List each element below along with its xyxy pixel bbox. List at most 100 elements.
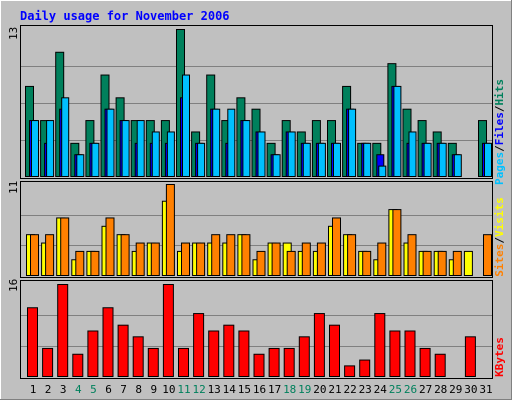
bar-pages-day-21 — [333, 142, 341, 178]
bar-kbytes-day-1 — [27, 307, 38, 377]
bar-pages-day-31 — [484, 142, 492, 178]
bar-pages-day-10 — [166, 131, 175, 177]
x-label-day-2: 2 — [45, 383, 52, 396]
bar-sites-day-20 — [316, 242, 326, 276]
bar-kbytes-day-27 — [419, 347, 431, 377]
bar-kbytes-day-24 — [374, 313, 386, 377]
bar-sites-day-10 — [165, 184, 175, 276]
bar-pages-day-16 — [257, 131, 266, 177]
legend-sep-2: / — [493, 105, 506, 112]
x-label-day-1: 1 — [30, 383, 37, 396]
bar-sites-day-21 — [332, 217, 341, 276]
bar-kbytes-day-13 — [208, 330, 220, 377]
x-label-day-22: 22 — [343, 383, 356, 396]
x-label-day-29: 29 — [449, 383, 462, 396]
bar-sites-day-24 — [377, 242, 387, 276]
x-label-day-11: 11 — [177, 383, 190, 396]
x-label-day-26: 26 — [404, 383, 417, 396]
bar-kbytes-day-20 — [313, 313, 325, 377]
bar-pages-day-4 — [76, 154, 85, 178]
x-label-day-25: 25 — [389, 383, 402, 396]
legend-kbytes: KBytes — [493, 337, 506, 377]
x-label-day-5: 5 — [90, 383, 97, 396]
ymax-label-middle: 11 — [7, 181, 20, 194]
bar-kbytes-day-14 — [223, 324, 235, 377]
bar-sites-day-16 — [256, 250, 266, 276]
panel-kbytes: 16 — [7, 279, 493, 379]
legend-top: Pages/Files/Hits — [493, 79, 506, 185]
bar-pages-day-8 — [136, 120, 145, 177]
bar-pages-day-22 — [348, 108, 357, 177]
bar-pages-day-28 — [438, 142, 447, 178]
bar-sites-day-3 — [60, 217, 70, 276]
bar-pages-day-9 — [151, 131, 160, 177]
legend-files: Files — [493, 112, 506, 145]
bar-sites-day-5 — [90, 250, 100, 276]
panel-visits-sites: 11 — [7, 181, 493, 278]
bar-sites-day-6 — [105, 217, 115, 276]
bars-top — [25, 29, 492, 178]
legend-visits: Visits — [493, 197, 506, 237]
bar-pages-day-26 — [408, 131, 417, 177]
bar-kbytes-day-4 — [72, 353, 84, 377]
bar-kbytes-day-6 — [102, 307, 114, 377]
bar-pages-day-19 — [302, 142, 311, 178]
bars-bottom — [27, 284, 476, 377]
bar-kbytes-day-19 — [298, 336, 310, 377]
x-label-day-12: 12 — [192, 383, 205, 396]
bar-kbytes-day-18 — [283, 347, 295, 377]
bar-kbytes-day-25 — [389, 330, 401, 377]
bar-sites-day-11 — [181, 242, 190, 276]
bar-sites-day-26 — [407, 234, 417, 277]
bar-pages-day-24 — [378, 165, 387, 178]
bar-sites-day-19 — [301, 242, 311, 276]
bar-sites-day-27 — [422, 250, 432, 276]
bar-sites-day-4 — [75, 250, 85, 276]
bar-pages-day-13 — [212, 108, 221, 177]
x-label-day-27: 27 — [419, 383, 432, 396]
bar-kbytes-day-11 — [178, 347, 189, 377]
bar-pages-day-18 — [287, 131, 296, 177]
ymax-label-top: 13 — [7, 27, 20, 40]
bar-kbytes-day-5 — [87, 330, 99, 377]
x-label-day-19: 19 — [298, 383, 311, 396]
bar-kbytes-day-17 — [268, 347, 280, 377]
bar-kbytes-day-3 — [57, 284, 69, 377]
x-label-day-14: 14 — [223, 383, 237, 396]
bar-kbytes-day-9 — [147, 347, 159, 377]
bar-sites-day-29 — [452, 250, 462, 276]
bar-sites-day-25 — [392, 209, 402, 276]
bar-sites-day-9 — [150, 242, 160, 276]
bar-kbytes-day-30 — [464, 336, 476, 377]
x-label-day-7: 7 — [120, 383, 127, 396]
bar-sites-day-8 — [135, 242, 145, 276]
bar-pages-day-1 — [31, 120, 39, 177]
bar-sites-day-18 — [286, 250, 296, 276]
legend-sep-3: / — [493, 237, 506, 244]
chart-title: Daily usage for November 2006 — [20, 9, 230, 23]
bar-kbytes-day-26 — [404, 330, 416, 377]
bar-visits-day-30 — [463, 250, 473, 276]
bar-kbytes-day-7 — [117, 324, 129, 377]
bar-kbytes-day-2 — [42, 347, 54, 377]
bar-sites-day-13 — [211, 234, 221, 277]
x-label-day-30: 30 — [464, 383, 477, 396]
x-label-day-18: 18 — [283, 383, 296, 396]
bar-pages-day-20 — [317, 142, 326, 178]
x-label-day-6: 6 — [105, 383, 112, 396]
bar-sites-day-14 — [226, 234, 236, 277]
bar-pages-day-7 — [121, 120, 130, 177]
bar-pages-day-29 — [453, 154, 462, 178]
bar-sites-day-2 — [45, 234, 55, 277]
x-label-day-13: 13 — [208, 383, 221, 396]
bar-sites-day-17 — [271, 242, 281, 276]
legend-pages: Pages — [493, 152, 506, 185]
bar-sites-day-1 — [30, 234, 39, 277]
bar-pages-day-27 — [423, 142, 432, 178]
bars-middle — [26, 184, 492, 277]
bar-kbytes-day-10 — [162, 284, 174, 377]
bar-pages-day-3 — [61, 97, 70, 177]
x-label-day-28: 28 — [434, 383, 447, 396]
